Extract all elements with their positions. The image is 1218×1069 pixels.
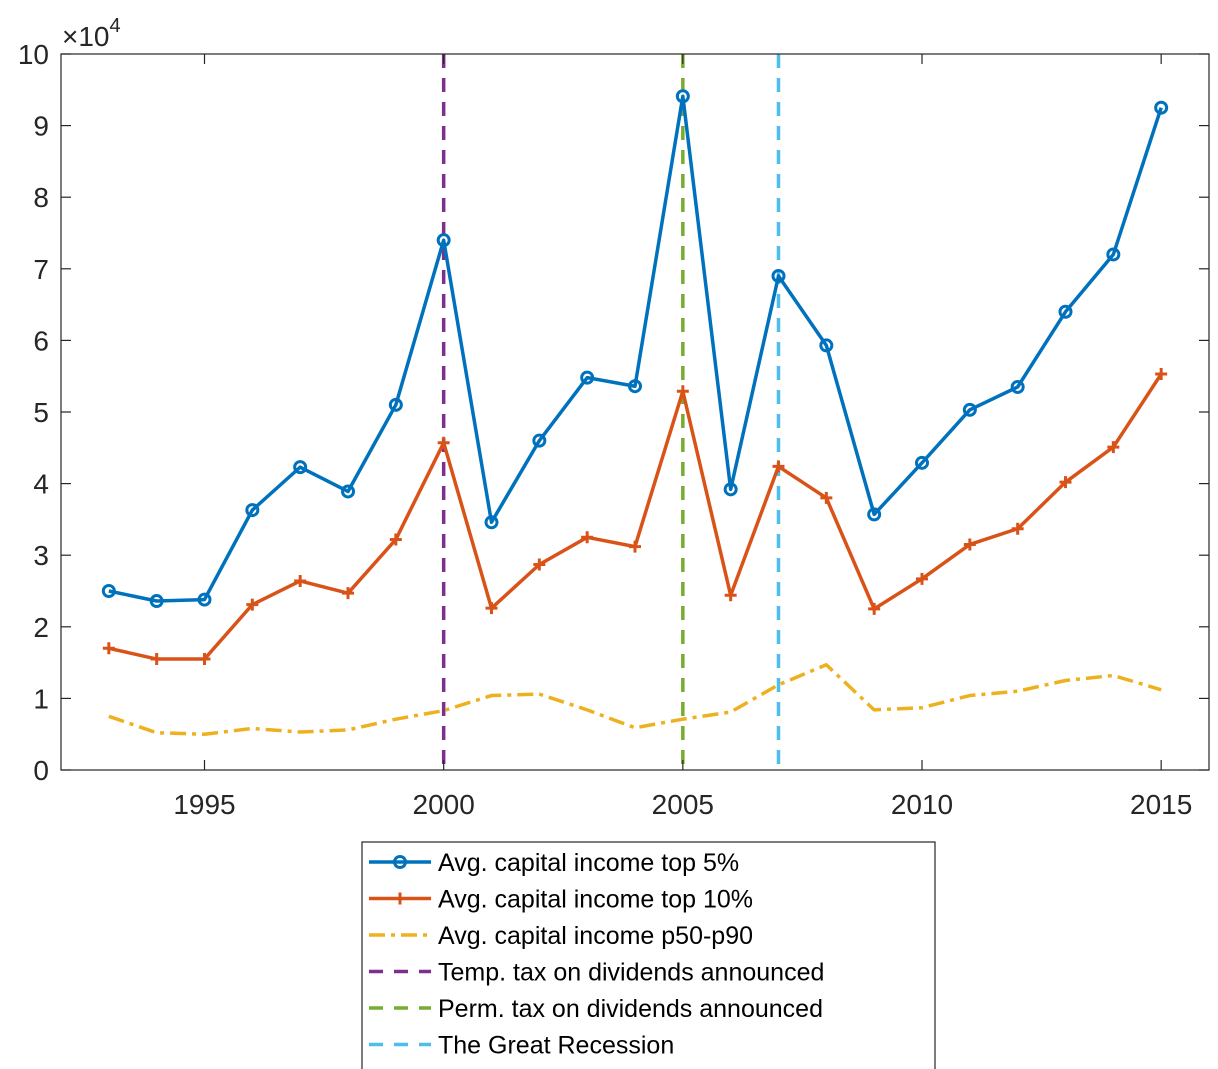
y-tick-label-6: 6 — [33, 325, 49, 356]
series-2-point-2011 — [963, 538, 976, 551]
series-2-point-2002 — [533, 558, 546, 571]
series-2-point-2006 — [724, 589, 737, 602]
series-2-point-1997 — [294, 574, 307, 587]
series-1-point-2000 — [436, 233, 451, 248]
legend-label-1: Avg. capital income top 5% — [438, 849, 739, 877]
series-1-point-1997 — [293, 460, 308, 475]
y-tick-label-8: 8 — [33, 182, 49, 213]
series-2-point-1998 — [342, 587, 354, 600]
series-1-point-2011 — [962, 402, 977, 417]
series-2-point-1996 — [246, 598, 259, 611]
y-exponent-label: ×104 — [62, 15, 121, 52]
y-exponent-power: 4 — [110, 15, 121, 37]
series-1-point-2015 — [1154, 100, 1169, 115]
legend-item-2: Avg. capital income top 10% — [369, 886, 753, 914]
y-tick-label-2: 2 — [33, 612, 49, 643]
x-tick-label-2005: 2005 — [652, 789, 714, 820]
x-tick-label-1995: 1995 — [173, 789, 235, 820]
series-1-point-2010 — [915, 455, 929, 470]
series-1-point-2004 — [628, 379, 642, 394]
series-1-point-2003 — [580, 370, 595, 385]
legend-item-6: The Great Recession — [369, 1032, 674, 1060]
series-1-point-2001 — [484, 515, 499, 530]
series-2-point-2010 — [916, 572, 928, 585]
legend-item-4: Temp. tax on dividends announced — [369, 959, 824, 987]
series-2-point-2004 — [629, 540, 641, 553]
series-2-point-2013 — [1059, 476, 1072, 489]
series-1-point-1999 — [388, 397, 403, 412]
series-1-point-2006 — [723, 482, 738, 497]
series-1-point-2007 — [771, 268, 786, 283]
series-1-point-2005 — [675, 89, 690, 104]
series-2 — [102, 368, 1168, 666]
legend-label-4: Temp. tax on dividends announced — [438, 959, 824, 987]
y-tick-label-10: 10 — [18, 39, 49, 70]
legend-label-5: Perm. tax on dividends announced — [438, 995, 823, 1023]
series-1-point-2008 — [819, 338, 834, 353]
series-3-line — [108, 663, 1162, 736]
series-1-point-1993 — [101, 584, 116, 598]
series-1-point-2012 — [1010, 379, 1025, 394]
series-1-point-1998 — [341, 484, 355, 499]
y-tick-label-3: 3 — [33, 540, 49, 571]
legend: Avg. capital income top 5% Avg. capital i… — [361, 841, 936, 1069]
series-1-point-1994 — [149, 594, 164, 609]
y-tick-label-4: 4 — [33, 469, 49, 500]
series-1-point-2013 — [1058, 304, 1073, 319]
series-2-point-1993 — [102, 642, 115, 655]
series-2-point-2007 — [772, 460, 785, 473]
y-tick-label-9: 9 — [33, 111, 49, 142]
legend-item-3: Avg. capital income p50-p90 — [369, 922, 753, 950]
series-1-point-2002 — [532, 433, 547, 448]
plot-frame — [60, 53, 1210, 771]
series-1 — [101, 89, 1169, 609]
series-2-point-1995 — [198, 653, 211, 666]
series-1-line — [108, 94, 1163, 603]
legend-label-3: Avg. capital income p50-p90 — [438, 922, 753, 950]
series-2-point-2015 — [1155, 368, 1168, 381]
series-layer — [101, 89, 1169, 736]
x-tick-label-2015: 2015 — [1130, 789, 1192, 820]
legend-marker-2 — [394, 892, 406, 905]
series-2-line — [108, 373, 1163, 661]
series-3 — [108, 663, 1162, 736]
series-2-point-1994 — [150, 653, 163, 666]
series-1-point-2009 — [867, 507, 882, 522]
x-tick-label-2010: 2010 — [891, 789, 953, 820]
series-1-point-1996 — [245, 503, 260, 518]
series-2-point-1999 — [389, 533, 402, 546]
legend-label-6: The Great Recession — [438, 1032, 674, 1060]
y-tick-label-7: 7 — [33, 254, 49, 285]
legend-item-5: Perm. tax on dividends announced — [369, 995, 823, 1023]
series-1-point-1995 — [197, 592, 212, 607]
series-2-point-2009 — [868, 602, 881, 615]
vertical-event-lines — [441, 54, 781, 770]
series-2-point-2003 — [581, 531, 594, 544]
legend-item-1: Avg. capital income top 5% — [369, 849, 739, 877]
x-tick-label-2000: 2000 — [413, 789, 475, 820]
series-2-point-2000 — [437, 436, 450, 449]
series-2-point-2014 — [1107, 441, 1120, 454]
legend-label-2: Avg. capital income top 10% — [438, 886, 753, 914]
legend-marker-1 — [393, 855, 407, 869]
series-2-point-2012 — [1011, 522, 1024, 535]
y-tick-label-0: 0 — [33, 755, 49, 786]
series-1-point-2014 — [1106, 247, 1121, 262]
legend-box — [361, 841, 936, 1069]
series-2-point-2001 — [485, 602, 498, 615]
y-tick-label-1: 1 — [33, 683, 49, 714]
series-2-point-2005 — [676, 385, 689, 398]
y-tick-label-5: 5 — [33, 397, 49, 428]
series-2-point-2008 — [820, 491, 833, 504]
axes: 1995 2000 2005 2010 2015 0 1 2 3 4 5 6 7 8 9 10 ×104 — [18, 15, 1210, 820]
